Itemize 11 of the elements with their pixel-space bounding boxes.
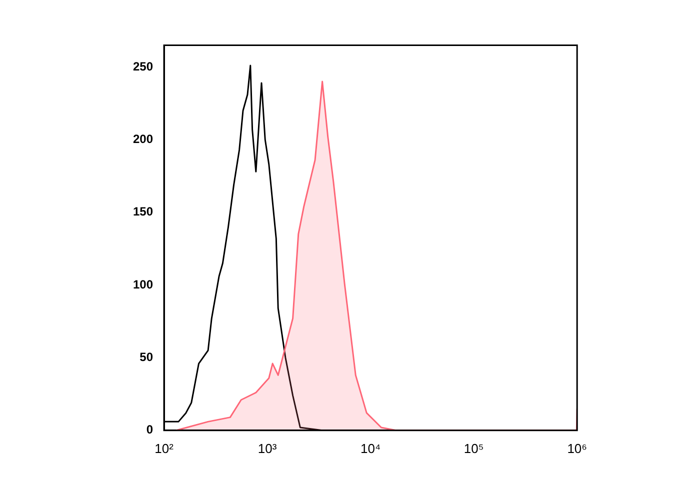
x-tick-label: 10³ [258,440,278,456]
y-tick-label: 100 [132,277,154,292]
y-tick-label: 50 [140,350,154,364]
y-tick-label: 0 [146,422,154,437]
y-tick-label: 150 [132,204,154,219]
y-tick-label: 250 [132,59,154,74]
x-tick-label: 10⁴ [360,440,381,456]
x-tick-label: 10⁵ [464,440,484,456]
y-tick-label: 200 [132,132,154,146]
x-tick-label: 10⁶ [567,440,587,456]
x-tick-label: 10² [154,440,174,456]
